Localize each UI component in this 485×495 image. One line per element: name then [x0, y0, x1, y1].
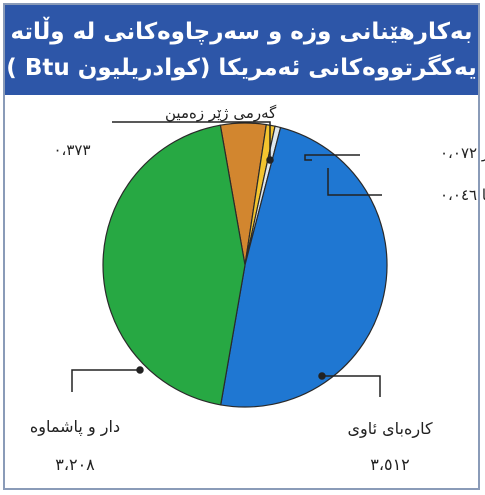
leader-wind: [327, 168, 382, 196]
label-geothermal-name: گەرمی ژێر زەمین: [165, 104, 277, 122]
pie-slice-4: [102, 124, 246, 406]
chart-title-line-1: بەکارهێنانی وزە و سەرچاوەکانی لە وڵاتە: [10, 19, 473, 45]
label-hydro-value: ٣،٥١٢: [370, 455, 410, 474]
label-hydro-name: کارەبای ئاوی: [347, 419, 433, 439]
label-wind: با ٠،٠٤٦: [440, 186, 485, 204]
pie-slices: [102, 122, 388, 408]
chart-title-line-2: یەکگرتووەکانی ئەمریکا (کوادریلیون Btu ): [6, 55, 477, 81]
leader-wood-dot: [136, 366, 144, 374]
label-wood-name: دار و پاشماوە: [30, 417, 120, 437]
leader-hydro-dot: [318, 372, 326, 380]
leader-solar: [304, 154, 360, 161]
leader-lines: [71, 121, 382, 397]
leader-wood: [71, 369, 140, 392]
leader-geothermal: [112, 121, 271, 160]
label-geothermal-value: ٠،٣٧٣: [53, 141, 90, 159]
pie-slice-3: [220, 126, 388, 408]
label-wood-value: ٣،٢٠٨: [55, 455, 95, 474]
leader-hydro: [322, 375, 381, 397]
chart-frame: بەکارهێنانی وزە و سەرچاوەکانی لە وڵاتە ی…: [3, 3, 480, 490]
label-solar: خۆر ٠،٠٧٢: [440, 144, 485, 162]
chart-title: بەکارهێنانی وزە و سەرچاوەکانی لە وڵاتە ی…: [5, 5, 478, 95]
leader-geothermal-dot: [266, 156, 274, 164]
